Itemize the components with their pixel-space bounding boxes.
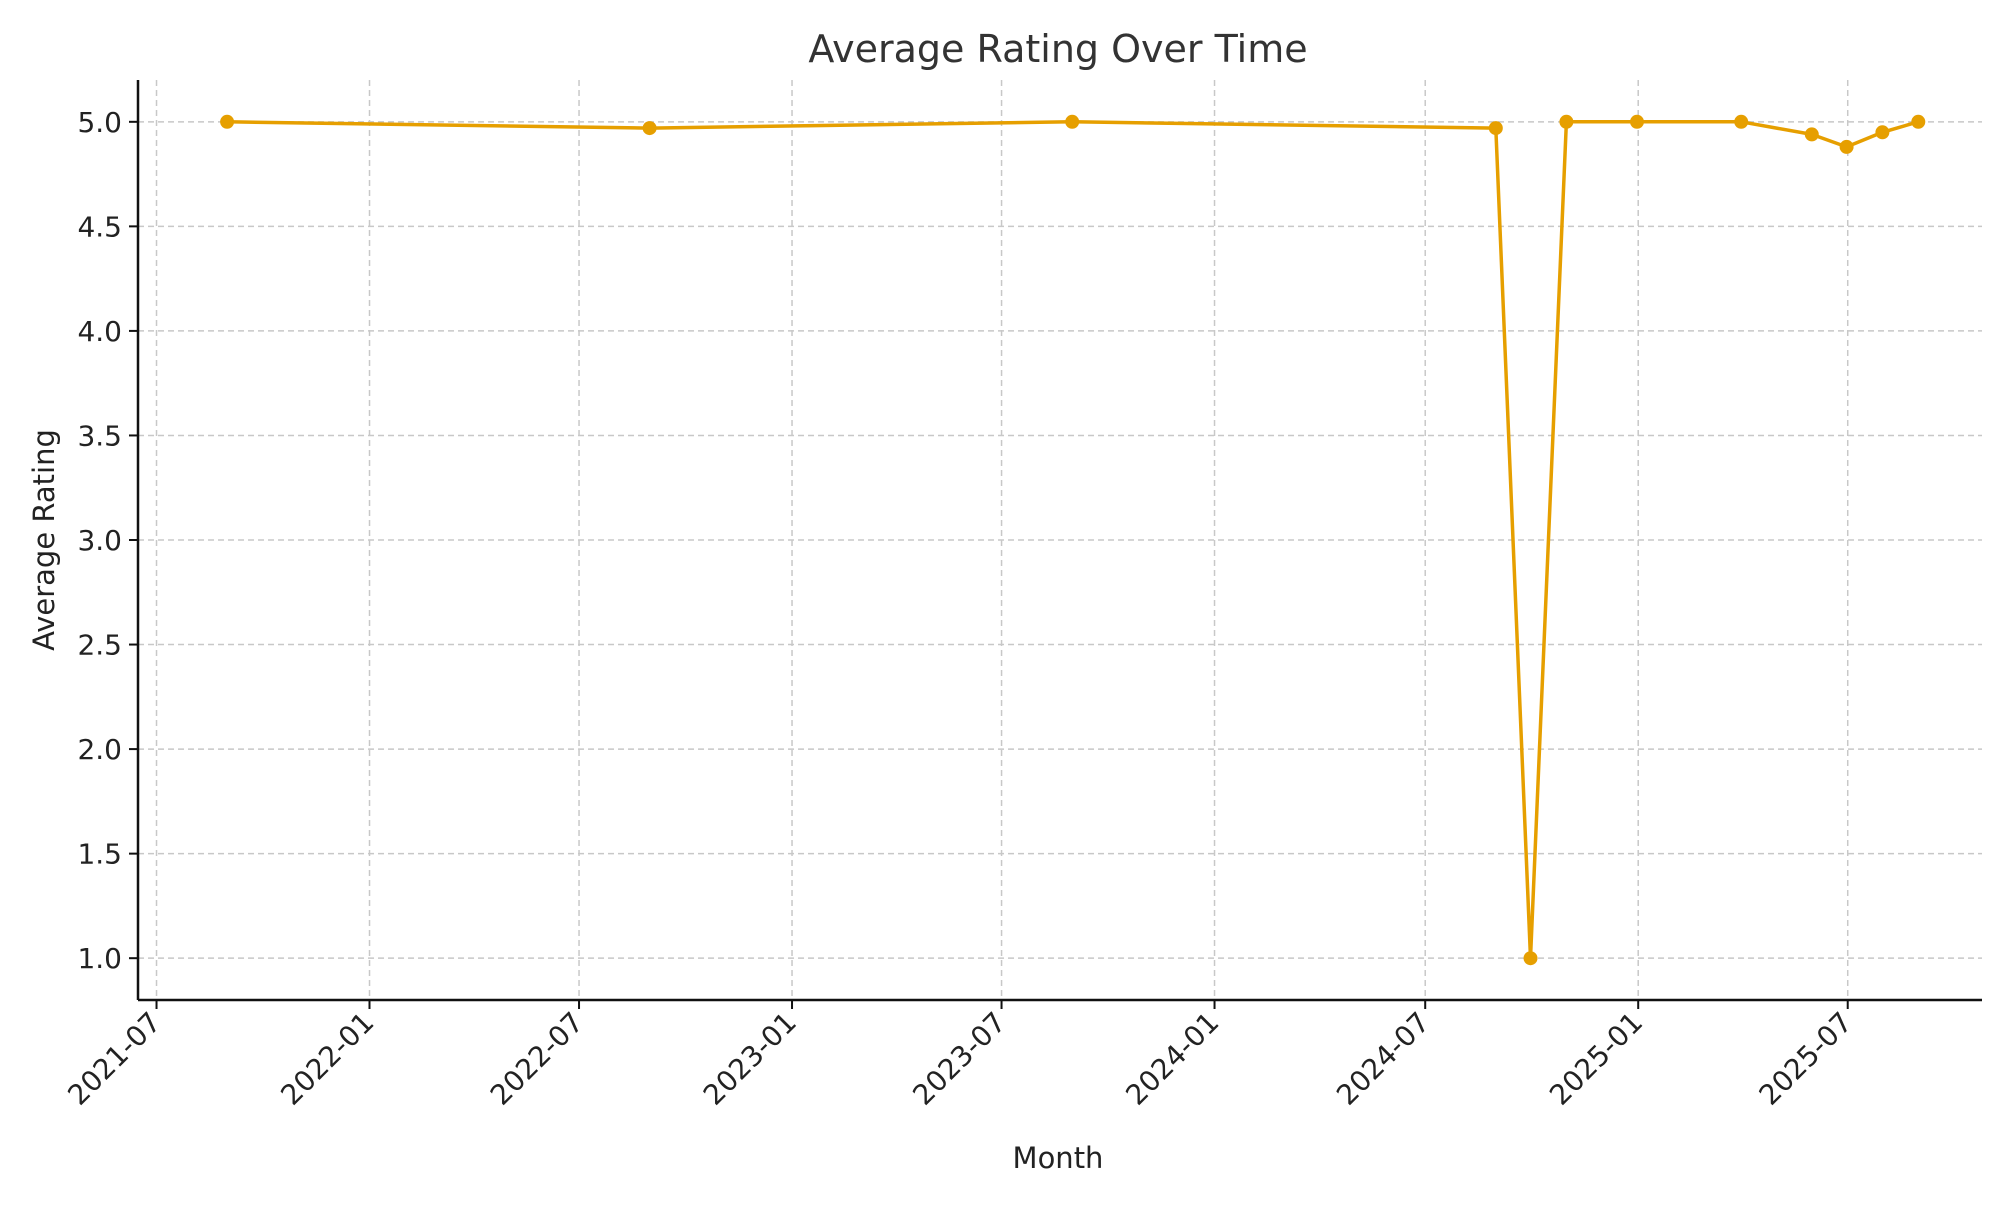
data-point — [642, 121, 657, 136]
data-point — [1839, 139, 1854, 154]
y-tick-label: 1.5 — [77, 838, 122, 871]
x-tick-label: 2024-01 — [1119, 1006, 1225, 1112]
x-axis-ticks: 2021-07 2022-01 2022-07 2023-01 2023-07 2024-… — [61, 1000, 1859, 1112]
x-tick-label: 2022-07 — [484, 1006, 590, 1112]
data-point — [1630, 114, 1644, 129]
y-tick-label: 2.0 — [77, 733, 122, 766]
y-tick-label: 1.0 — [77, 942, 122, 975]
x-tick-label: 2022-01 — [274, 1006, 380, 1112]
data-point — [1065, 114, 1080, 129]
data-point — [1559, 114, 1574, 129]
data-point — [1488, 121, 1503, 136]
series-layer — [220, 114, 1926, 966]
y-tick-label: 4.0 — [77, 315, 122, 348]
y-axis-ticks: 1.0 1.5 2.0 2.5 3.0 3.5 4.0 4.5 5.0 — [77, 106, 138, 975]
x-tick-label: 2023-07 — [906, 1006, 1012, 1112]
x-tick-label: 2025-01 — [1543, 1006, 1649, 1112]
data-point — [1804, 127, 1819, 142]
y-tick-label: 4.5 — [77, 210, 122, 243]
data-point — [1734, 114, 1749, 129]
data-point — [1875, 125, 1890, 140]
x-tick-label: 2023-01 — [697, 1006, 803, 1112]
x-axis-label: Month — [1013, 1141, 1104, 1175]
grid-lines — [138, 80, 1982, 1000]
x-tick-label: 2024-07 — [1330, 1006, 1436, 1112]
y-tick-label: 5.0 — [77, 106, 122, 139]
y-tick-label: 3.0 — [77, 524, 122, 557]
y-tick-label: 3.5 — [77, 419, 122, 452]
y-axis-label: Average Rating — [27, 429, 61, 651]
data-point — [220, 114, 235, 129]
x-tick-label: 2025-07 — [1753, 1006, 1859, 1112]
chart-title: Average Rating Over Time — [808, 27, 1307, 71]
y-tick-label: 2.5 — [77, 629, 122, 662]
data-point — [1523, 951, 1538, 966]
x-tick-label: 2021-07 — [61, 1006, 167, 1112]
data-point — [1911, 114, 1926, 129]
